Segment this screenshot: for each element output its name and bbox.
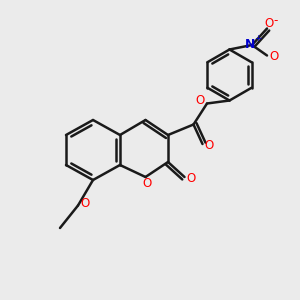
Text: O: O [80,196,89,210]
Text: N: N [245,38,256,52]
Text: O: O [142,177,151,190]
Text: +: + [254,34,261,43]
Text: O: O [205,139,214,152]
Text: -: - [274,14,278,28]
Text: O: O [187,172,196,185]
Text: O: O [196,94,205,107]
Text: O: O [264,17,273,31]
Text: O: O [269,50,278,63]
